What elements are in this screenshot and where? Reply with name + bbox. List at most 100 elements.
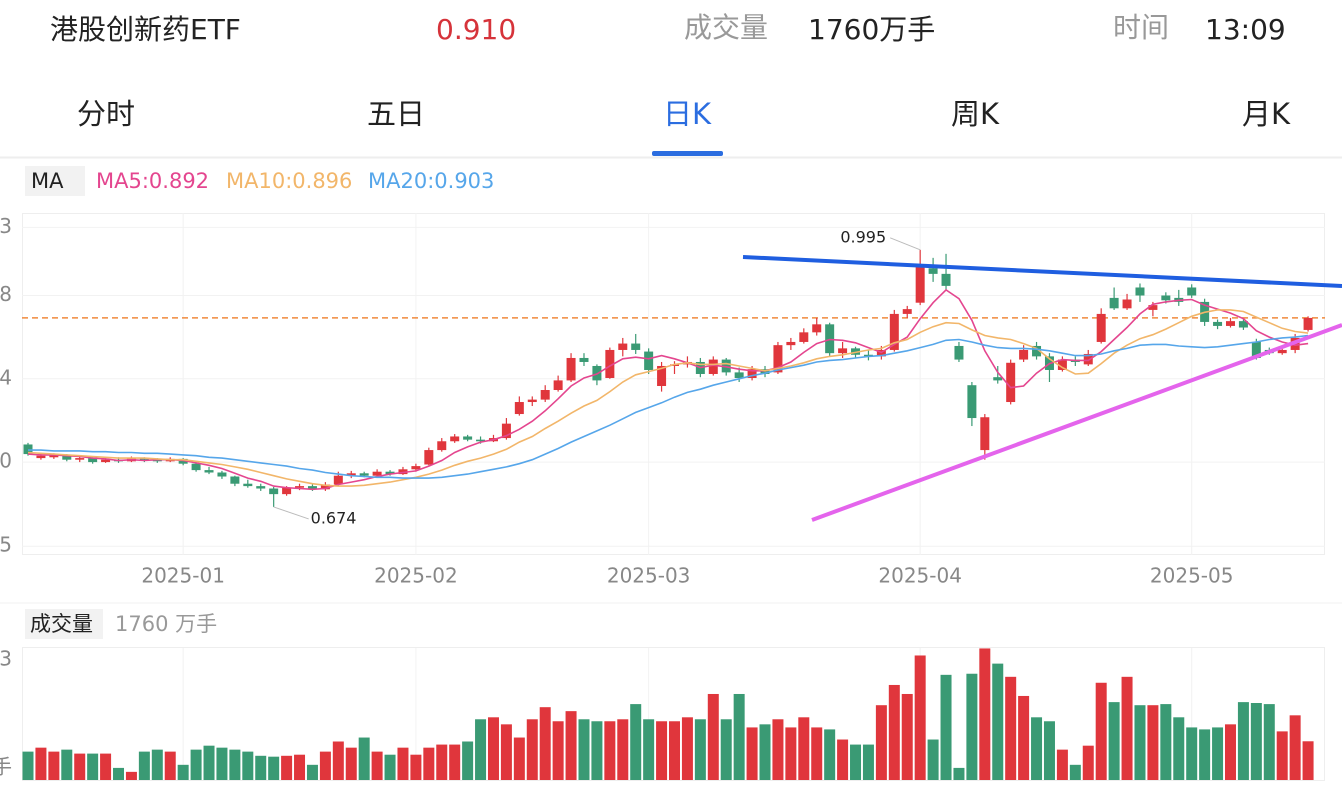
tab[interactable]: 分时: [77, 97, 135, 131]
volume-bar: [1069, 764, 1081, 780]
tab-underline: [652, 151, 723, 156]
candle-body: [1019, 349, 1029, 360]
candle-body: [23, 444, 33, 455]
candle-body: [204, 470, 214, 473]
candle-body: [540, 390, 550, 400]
tab[interactable]: 日K: [663, 97, 712, 131]
y-tick-label: 0.625: [0, 533, 12, 557]
candle-body: [915, 265, 925, 303]
candle-body: [1148, 305, 1158, 310]
candle-body: [75, 458, 85, 460]
volume-bar: [992, 663, 1004, 780]
tab[interactable]: 五日: [367, 97, 425, 131]
candle-body: [1277, 349, 1287, 354]
candle-body: [993, 377, 1003, 381]
volume-bar: [1160, 704, 1172, 780]
volume-bar: [643, 719, 655, 780]
volume-bar: [578, 719, 590, 780]
tab[interactable]: 月K: [1242, 97, 1291, 131]
volume-bar: [371, 751, 383, 780]
legend-entry: MA20:0.903: [368, 169, 494, 193]
candle-body: [476, 439, 486, 442]
candle-body: [437, 441, 447, 451]
volume-bar: [953, 767, 965, 780]
volume-bar: [35, 747, 47, 780]
volume-bar: [1134, 705, 1146, 780]
candle-body: [579, 357, 589, 362]
volume-bar: [48, 751, 60, 780]
y-tick-label: 万手: [0, 755, 12, 779]
volume-bar: [733, 693, 745, 780]
price: 0.910: [436, 13, 516, 46]
volume-bar: [759, 724, 771, 780]
volume-bar: [630, 704, 642, 780]
candle-body: [269, 488, 279, 495]
legend-entry: MA10:0.896: [226, 169, 352, 193]
volume-bar: [1031, 717, 1043, 780]
y-tick-label: 0.834: [0, 365, 12, 389]
volume-bar: [798, 717, 810, 780]
candle-body: [514, 402, 524, 415]
volume-bar: [1121, 676, 1133, 780]
y-tick-label: 0.938: [0, 282, 12, 306]
plot: 0.625 0.730 0.834 0.938 1.023 2025-01 2025-02 2…: [0, 213, 1325, 780]
volume-bar: [850, 744, 862, 780]
annotation-leader: [273, 506, 309, 520]
candle-body: [1225, 321, 1235, 326]
candle-body: [1213, 321, 1223, 326]
volume-bar: [190, 749, 202, 780]
trend-line: [811, 323, 1342, 522]
volume-bar: [74, 753, 86, 780]
volume-bar: [1224, 724, 1236, 780]
candle-body: [1303, 317, 1313, 330]
candle-body: [954, 345, 964, 360]
candle-body: [450, 436, 460, 442]
volume-bar: [229, 749, 241, 780]
legend-entry: MA5:0.892: [96, 169, 209, 193]
time: 13:09: [1205, 13, 1286, 46]
candle-body: [62, 454, 72, 460]
volume-bar: [604, 721, 616, 780]
trend-line: [742, 255, 1342, 288]
ma-line: [28, 334, 1309, 479]
candle-body: [734, 372, 744, 378]
volume-bar: [475, 719, 487, 780]
volume-bar: [1108, 702, 1120, 780]
volume-bar: [669, 721, 680, 780]
volume-bar: [500, 724, 512, 780]
candle-body: [320, 484, 330, 490]
candle-body: [928, 268, 938, 274]
volume-bar: [1276, 731, 1288, 780]
candle-body: [657, 365, 667, 387]
volume-bar: [927, 739, 939, 780]
volume-bar: [125, 771, 137, 780]
candle-body: [708, 359, 718, 374]
candle-body: [346, 473, 356, 476]
volume-bar: [436, 744, 448, 780]
volume-bar: [1043, 721, 1055, 780]
volume-bar: [242, 751, 254, 780]
candle-body: [902, 309, 912, 314]
volume-bar: [785, 727, 797, 780]
candle-body: [851, 348, 861, 355]
candle-body: [527, 399, 537, 403]
candle-body: [1251, 341, 1261, 358]
volume-bar: [306, 764, 318, 780]
volume-bar: [1237, 702, 1249, 780]
volume-bar: [1212, 727, 1224, 780]
volume-bar: [332, 741, 344, 780]
volume-bar: [681, 717, 693, 780]
candle-body: [721, 359, 731, 373]
time-label: 时间: [1113, 11, 1169, 44]
y-tick-label: 1.023: [0, 214, 12, 238]
legend-box: [25, 609, 103, 639]
annotation-leader: [889, 237, 921, 251]
volume-bar: [1302, 741, 1314, 780]
candle-body: [863, 354, 873, 357]
candle-body: [411, 466, 421, 470]
volume-bar: [746, 727, 758, 780]
tab[interactable]: 周K: [951, 97, 1000, 131]
candle-body: [88, 458, 98, 463]
candle-body: [799, 332, 809, 342]
